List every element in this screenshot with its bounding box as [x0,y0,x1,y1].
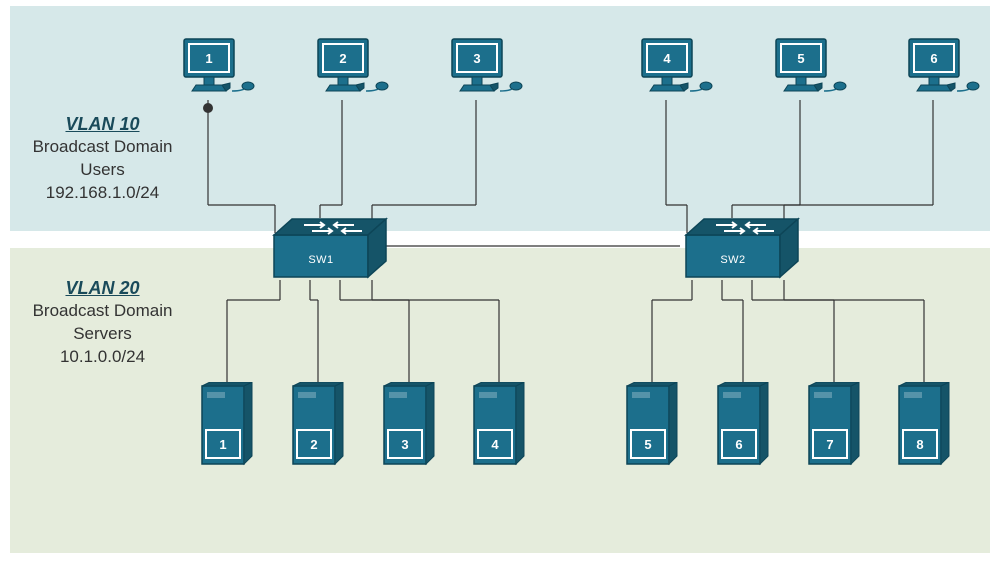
svg-text:6: 6 [735,437,742,452]
vlan20-line1: Broadcast Domain [20,300,185,323]
server-icon: 6 [716,382,771,472]
server-6: 6 [716,382,771,477]
server-7: 7 [807,382,862,477]
svg-text:4: 4 [491,437,499,452]
pc-icon: 3 [446,35,524,105]
server-2: 2 [291,382,346,477]
switch-icon: SW2 [680,215,800,287]
vlan10-subnet: 192.168.1.0/24 [20,182,185,205]
pc-1: 1 [178,35,238,110]
vlan10-title: VLAN 10 [20,112,185,136]
server-5: 5 [625,382,680,477]
server-icon: 7 [807,382,862,472]
server-icon: 8 [897,382,952,472]
pc-icon: 2 [312,35,390,105]
server-icon: 5 [625,382,680,472]
server-icon: 3 [382,382,437,472]
server-icon: 4 [472,382,527,472]
vlan10-line2: Users [20,159,185,182]
switch-icon: SW1 [268,215,388,287]
vlan20-line2: Servers [20,323,185,346]
svg-text:SW2: SW2 [720,254,745,266]
svg-text:2: 2 [310,437,317,452]
pc-4: 4 [636,35,696,110]
svg-text:5: 5 [644,437,651,452]
svg-text:8: 8 [916,437,923,452]
sw1: SW1 [268,215,378,292]
svg-text:6: 6 [930,51,937,66]
pc-3: 3 [446,35,506,110]
vlan10-line1: Broadcast Domain [20,136,185,159]
network-diagram: VLAN 10 Broadcast Domain Users 192.168.1… [0,0,1000,563]
pc-2: 2 [312,35,372,110]
svg-text:1: 1 [219,437,226,452]
svg-text:3: 3 [473,51,480,66]
pc-5: 5 [770,35,830,110]
svg-text:3: 3 [401,437,408,452]
server-4: 4 [472,382,527,477]
server-icon: 2 [291,382,346,472]
svg-text:SW1: SW1 [308,254,333,266]
sw2: SW2 [680,215,790,292]
svg-text:4: 4 [663,51,671,66]
vlan20-subnet: 10.1.0.0/24 [20,346,185,369]
pc-6: 6 [903,35,963,110]
server-icon: 1 [200,382,255,472]
vlan20-label-block: VLAN 20 Broadcast Domain Servers 10.1.0.… [20,276,185,369]
server-1: 1 [200,382,255,477]
svg-text:7: 7 [826,437,833,452]
pc-icon: 1 [178,35,256,105]
pc-icon: 5 [770,35,848,105]
svg-text:5: 5 [797,51,804,66]
svg-text:2: 2 [339,51,346,66]
server-3: 3 [382,382,437,477]
vlan20-title: VLAN 20 [20,276,185,300]
pc-icon: 4 [636,35,714,105]
svg-text:1: 1 [205,51,212,66]
server-8: 8 [897,382,952,477]
vlan10-label-block: VLAN 10 Broadcast Domain Users 192.168.1… [20,112,185,205]
pc-icon: 6 [903,35,981,105]
